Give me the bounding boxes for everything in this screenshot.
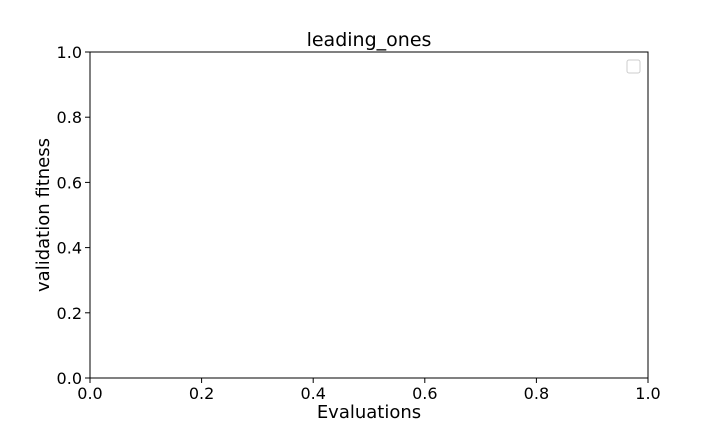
y-tick-label: 0.0	[57, 369, 82, 388]
y-tick-label: 0.2	[57, 304, 82, 323]
x-tick-label: 0.6	[412, 384, 437, 403]
x-tick-label: 0.4	[300, 384, 325, 403]
y-axis-label: validation fitness	[33, 138, 54, 292]
y-tick-label: 0.6	[57, 173, 82, 192]
x-axis-ticks: 0.0 0.2 0.4 0.6 0.8 1.0	[77, 378, 661, 403]
x-tick-label: 0.0	[77, 384, 102, 403]
y-tick-label: 1.0	[57, 43, 82, 62]
y-tick-label: 0.4	[57, 239, 82, 258]
plot-area	[89, 51, 649, 379]
y-tick-label: 0.8	[57, 108, 82, 127]
x-tick-label: 1.0	[635, 384, 660, 403]
y-axis-ticks: 0.0 0.2 0.4 0.6 0.8 1.0	[57, 43, 90, 388]
x-tick-label: 0.8	[524, 384, 549, 403]
x-axis-label: Evaluations	[317, 402, 421, 423]
x-tick-label: 0.2	[189, 384, 214, 403]
legend-box	[626, 59, 641, 74]
chart-title: leading_ones	[307, 29, 432, 51]
